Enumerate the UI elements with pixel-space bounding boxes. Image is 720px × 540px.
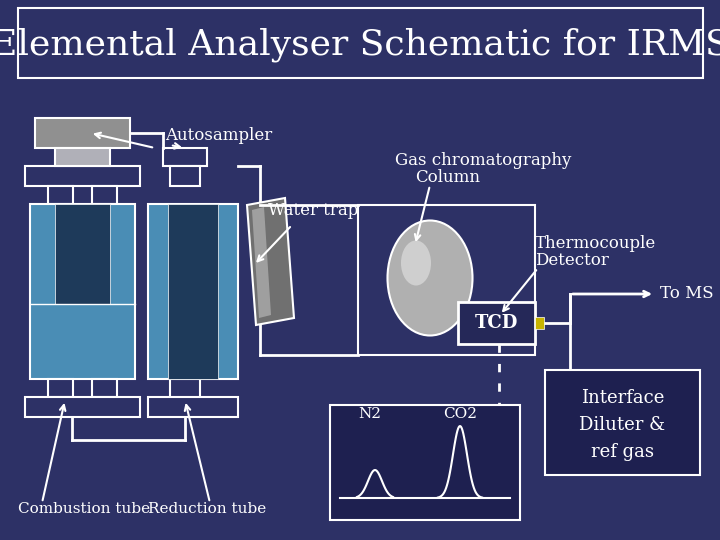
Bar: [92, 186, 117, 204]
Polygon shape: [252, 207, 271, 318]
Text: Detector: Detector: [535, 252, 609, 269]
Bar: [168, 204, 218, 379]
Text: ref gas: ref gas: [591, 443, 654, 461]
Text: Column: Column: [415, 169, 480, 186]
Bar: [25, 397, 140, 417]
Bar: [163, 148, 207, 166]
Bar: [30, 204, 135, 379]
Bar: [55, 148, 110, 166]
Text: TCD: TCD: [474, 314, 518, 332]
Text: Gas chromatography: Gas chromatography: [395, 152, 572, 169]
Text: To MS: To MS: [660, 286, 714, 302]
Text: N2: N2: [359, 407, 382, 421]
Text: Combustion tube: Combustion tube: [18, 502, 150, 516]
Text: Reduction tube: Reduction tube: [148, 502, 266, 516]
Text: Thermocouple: Thermocouple: [535, 235, 656, 252]
Text: CO2: CO2: [443, 407, 477, 421]
Bar: [55, 204, 110, 304]
Polygon shape: [247, 198, 294, 325]
Bar: [330, 405, 520, 520]
Text: Diluter &: Diluter &: [580, 416, 665, 434]
Bar: [25, 166, 140, 186]
Bar: [92, 379, 117, 397]
Text: Interface: Interface: [581, 389, 664, 407]
Bar: [545, 370, 700, 475]
Text: Elemental Analyser Schematic for IRMS: Elemental Analyser Schematic for IRMS: [0, 28, 720, 62]
Bar: [458, 302, 535, 344]
Text: Autosampler: Autosampler: [165, 127, 272, 144]
Ellipse shape: [401, 240, 431, 286]
Bar: [170, 379, 200, 399]
Bar: [148, 204, 238, 379]
Ellipse shape: [387, 220, 472, 335]
Text: Water trap: Water trap: [268, 202, 359, 219]
Bar: [148, 397, 238, 417]
Bar: [18, 8, 703, 78]
Bar: [35, 118, 130, 148]
Bar: [48, 186, 73, 204]
Bar: [535, 317, 544, 329]
Bar: [358, 205, 535, 355]
Bar: [170, 166, 200, 186]
Bar: [48, 379, 73, 397]
